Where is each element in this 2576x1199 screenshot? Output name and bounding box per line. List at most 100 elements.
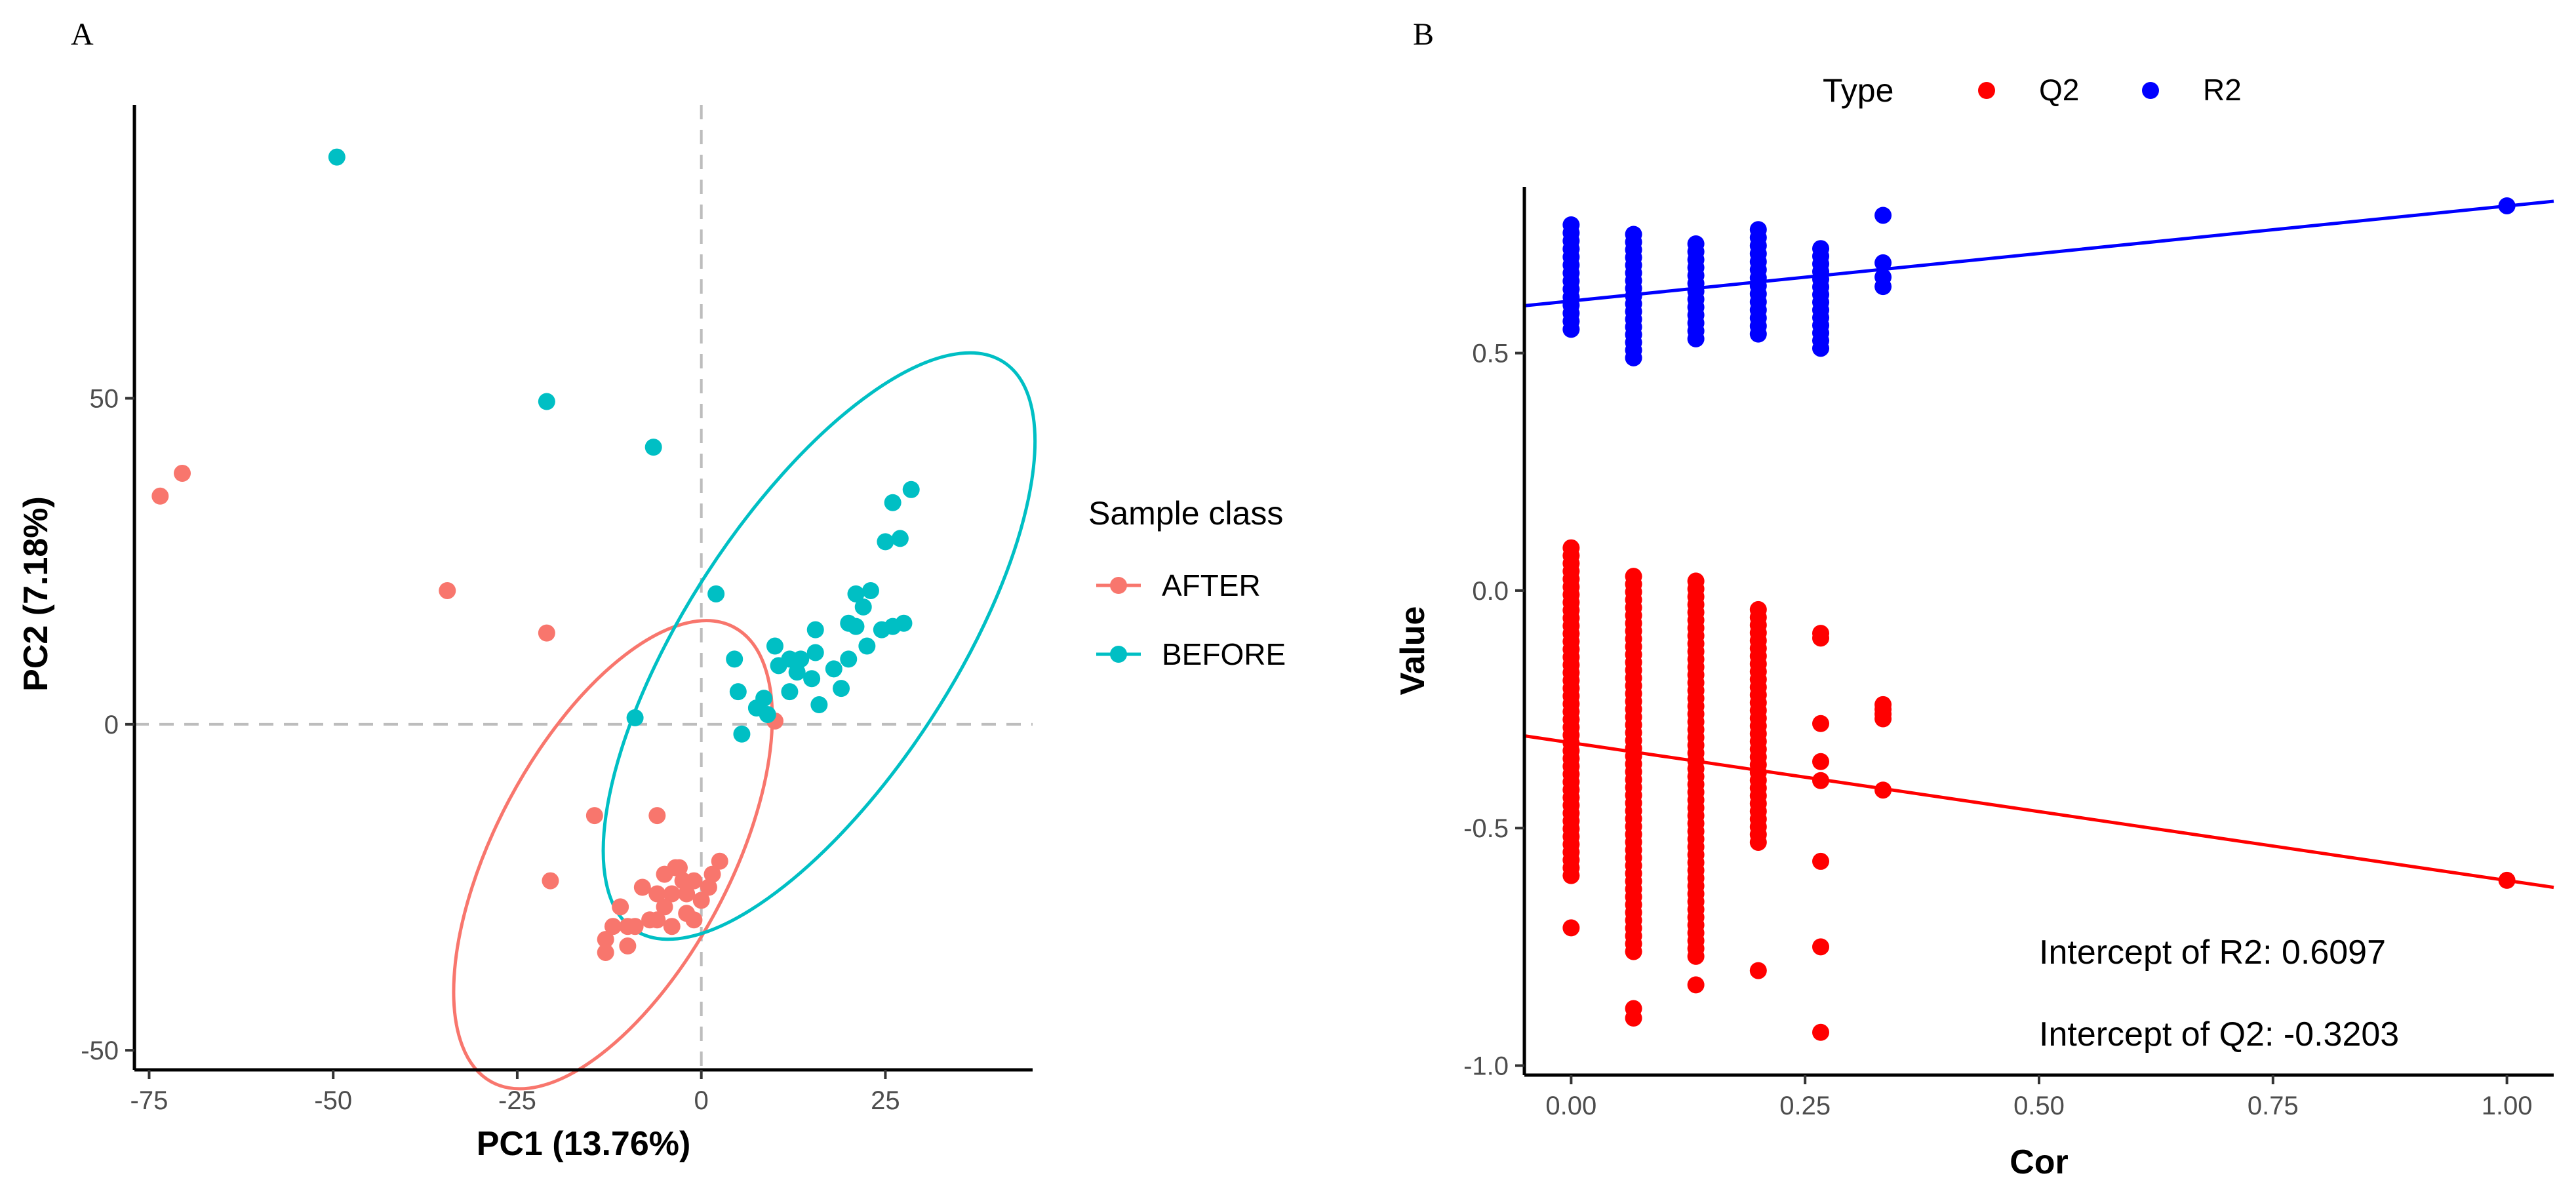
data-point-after — [711, 852, 728, 870]
regression-line-q2 — [1524, 734, 2554, 890]
data-point-q2 — [1812, 715, 1830, 732]
confidence-ellipse-after — [452, 619, 774, 1091]
y-tick-label: 0.0 — [1472, 577, 1509, 606]
y-tick-label: 50 — [90, 385, 119, 414]
data-point-after — [648, 807, 666, 825]
data-point-after — [692, 892, 710, 909]
data-point-before — [825, 660, 842, 678]
annotation-r2-intercept: Intercept of R2: 0.6097 — [2039, 934, 2386, 972]
y-tick-label: 0.5 — [1472, 340, 1509, 368]
x-tick-label: 25 — [871, 1086, 900, 1115]
data-point-before — [854, 598, 872, 616]
legend-label: Q2 — [2039, 73, 2079, 107]
data-point-before — [884, 494, 902, 511]
data-point-before — [626, 709, 644, 726]
legend-title: Sample class — [1088, 495, 1283, 532]
data-point-q2 — [1687, 976, 1705, 994]
data-point-after — [151, 487, 169, 505]
legend-label: BEFORE — [1162, 637, 1286, 671]
data-point-before — [729, 683, 747, 701]
legend-key-point — [2142, 82, 2159, 99]
data-point-after — [542, 872, 559, 890]
data-point-before — [707, 585, 725, 602]
data-point-before — [726, 650, 743, 668]
data-point-q2 — [1562, 539, 1580, 557]
data-point-before — [781, 683, 799, 701]
data-point-before — [847, 618, 865, 635]
data-point-r2 — [1562, 216, 1580, 233]
data-point-before — [891, 530, 909, 547]
x-axis-title: Cor — [2010, 1143, 2069, 1181]
regression-line-r2 — [1524, 199, 2554, 307]
data-point-before — [755, 690, 773, 707]
data-point-after — [633, 878, 651, 896]
data-point-r2 — [1874, 268, 1892, 286]
legend-key-point — [1978, 82, 1995, 99]
x-tick-label: 0.00 — [1545, 1091, 1596, 1120]
data-point-q2 — [1625, 1010, 1642, 1027]
data-point-before — [862, 581, 879, 599]
data-point-r2 — [1874, 206, 1892, 224]
data-point-before — [328, 148, 346, 166]
data-point-after — [703, 865, 721, 883]
data-point-after — [663, 885, 681, 903]
data-point-after — [538, 624, 555, 642]
data-point-after — [597, 931, 614, 949]
data-point-r2 — [1687, 235, 1705, 252]
data-point-after — [597, 943, 614, 961]
panel-label-b: B — [1413, 17, 1434, 52]
x-tick-label: 0.50 — [2013, 1091, 2065, 1120]
annotation-q2-intercept: Intercept of Q2: -0.3203 — [2039, 1015, 2399, 1053]
x-tick-label: 0 — [694, 1086, 709, 1115]
x-tick-label: 1.00 — [2482, 1091, 2533, 1120]
y-tick-label: 0 — [104, 711, 119, 739]
data-point-q2 — [1562, 919, 1580, 937]
data-point-after — [700, 878, 717, 896]
y-tick-label: -0.5 — [1463, 814, 1509, 843]
data-point-q2 — [1812, 852, 1830, 870]
data-point-after — [641, 911, 659, 929]
legend-label: R2 — [2203, 73, 2242, 107]
data-point-before — [847, 585, 865, 602]
data-point-q2 — [1812, 1023, 1830, 1041]
legend-label: AFTER — [1162, 568, 1261, 602]
data-point-q2 — [1874, 710, 1892, 728]
data-point-before — [803, 670, 821, 688]
data-point-after — [678, 885, 696, 903]
data-point-before — [873, 621, 890, 639]
data-point-before — [858, 637, 876, 655]
data-point-after — [612, 898, 629, 916]
x-tick-label: 0.75 — [2248, 1091, 2299, 1120]
data-point-before — [806, 621, 824, 639]
legend-key-point — [1110, 577, 1127, 594]
data-point-q2 — [1625, 568, 1642, 585]
y-tick-label: -1.0 — [1463, 1052, 1509, 1081]
data-point-r2 — [1874, 254, 1892, 271]
data-point-after — [626, 918, 644, 935]
data-point-after — [439, 581, 456, 599]
x-tick-label: -25 — [498, 1086, 536, 1115]
data-point-after — [685, 911, 703, 929]
data-point-before — [902, 481, 920, 498]
data-point-before — [792, 650, 810, 668]
legend-title: Type — [1823, 72, 1893, 109]
data-point-q2 — [1812, 753, 1830, 770]
panel-label-a: A — [71, 17, 94, 52]
data-point-before — [806, 644, 824, 661]
data-point-before — [538, 393, 555, 410]
legend-sample-class: Sample class AFTER BEFORE — [1088, 495, 1286, 671]
data-point-before — [766, 637, 783, 655]
data-point-before — [788, 663, 806, 681]
data-point-after — [667, 859, 684, 876]
data-point-after — [656, 898, 673, 916]
data-point-r2 — [1749, 221, 1767, 239]
data-point-before — [644, 439, 662, 456]
data-point-r2 — [1812, 240, 1830, 258]
data-point-before — [810, 696, 828, 714]
x-tick-label: -75 — [130, 1086, 168, 1115]
data-point-before — [733, 725, 751, 743]
data-point-q2 — [1812, 629, 1830, 647]
data-point-after — [173, 464, 191, 482]
pca-scores-panel: A -75 -50 -25 0 25 -50 0 50 PC1 (13.76%) PC2 (7.18… — [17, 17, 1286, 1163]
